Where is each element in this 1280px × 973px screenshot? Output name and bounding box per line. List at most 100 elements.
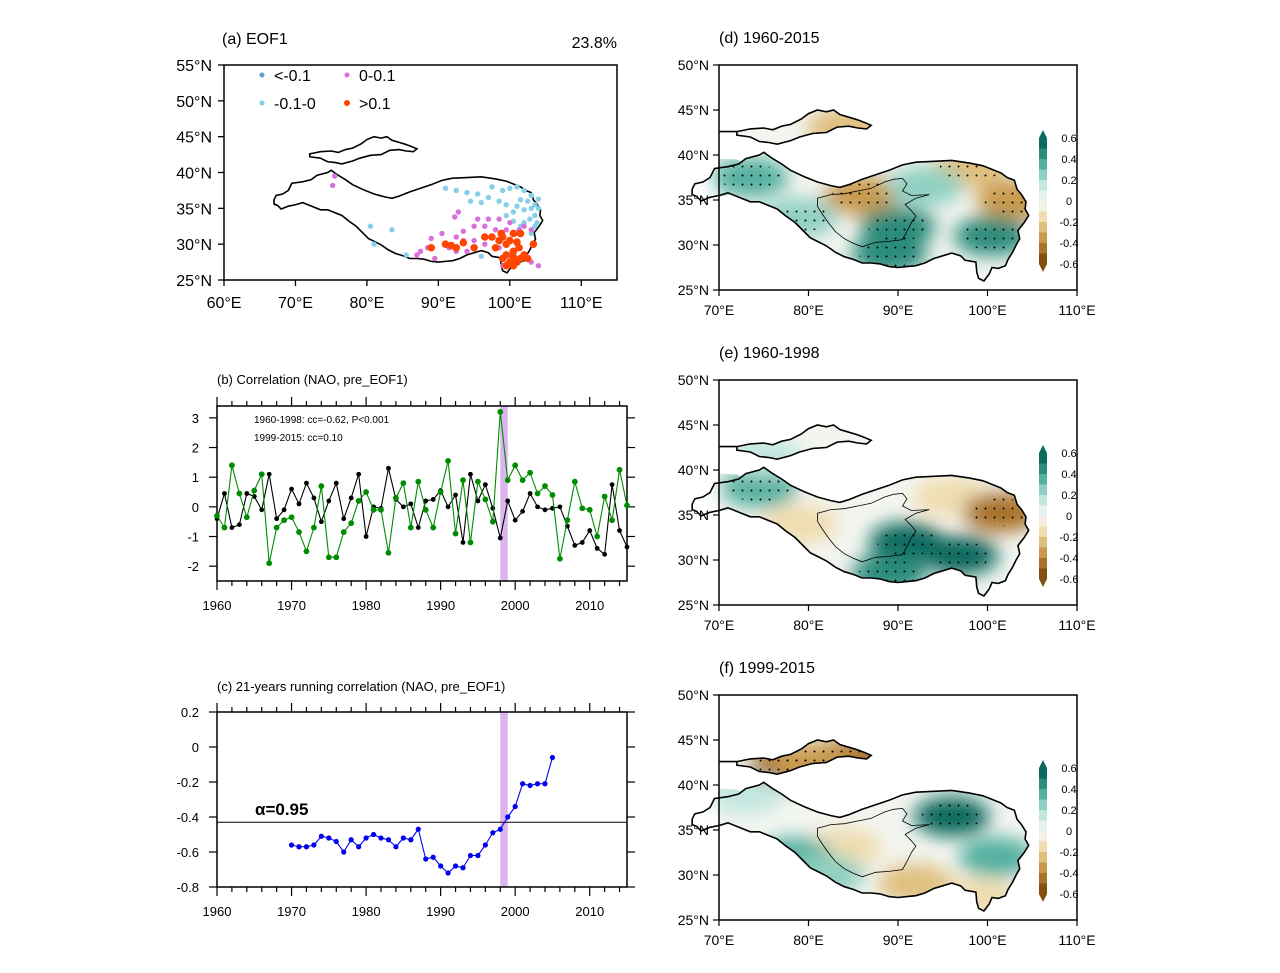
y-tick-label: -0.4 [177,810,199,825]
station-point [452,214,458,220]
y-tick-label: -2 [187,559,199,574]
station-point [528,205,534,212]
colorbar-label: -0.4 [1060,553,1079,565]
colorbar-segment [1039,862,1047,874]
data-point [311,842,317,848]
data-point [616,466,623,473]
station-point [478,253,484,260]
data-point [318,483,325,489]
data-point [288,514,295,521]
data-point [303,844,310,850]
station-point [470,243,478,252]
x-tick-label: 90°E [883,302,914,318]
shaded-field [707,740,1029,911]
data-point [303,548,310,555]
x-tick-label: 110°E [1058,617,1095,633]
panel-a: (a) EOF1 23.8% 60°E 70°E 80°E 90°E 100°E 110°… [176,31,618,312]
data-point [407,524,414,531]
y-tick-label: 30°N [176,237,212,254]
colorbar-segment [1039,831,1047,842]
data-point [489,518,496,525]
y-tick-label: 25°N [678,912,709,928]
y-tick-label: -0.8 [177,880,199,895]
tianshan-outline [736,424,873,461]
data-point [557,555,563,562]
data-point [571,478,578,485]
shaded-field [712,110,1029,281]
y-tick-label: 30°N [678,237,709,253]
station-point [428,235,434,242]
colorbar-arrow-down [1039,579,1047,587]
legend: <-0.1 0-0.1 -0.1-0 >0.1 [259,68,396,113]
data-point [304,480,309,486]
colorbar-label: -0.6 [1060,259,1079,271]
x-tick-label: 100°E [968,302,1006,318]
y-tick-label: 25°N [176,273,212,290]
x-tick-label: 2010 [575,598,604,613]
x-tick-label: 90°E [883,932,914,948]
station-point [455,209,462,215]
station-point [514,184,520,190]
data-point [378,835,384,841]
significance-stipple [876,528,937,556]
data-point [370,506,377,513]
data-point [542,781,548,787]
colorbar-segment [1039,852,1047,863]
colorbar-segment [1039,768,1047,779]
x-tick-label: 80°E [793,302,824,318]
data-point [445,870,451,876]
colorbar-segment [1039,841,1047,853]
data-point [482,496,489,503]
x-tick-label: 100°E [968,932,1006,948]
colorbar-label: -0.2 [1060,217,1079,229]
station-point [535,262,542,269]
data-point [281,517,287,524]
x-tick-label: 1960 [203,598,232,613]
colorbar-segment [1039,159,1047,170]
significance-stipple [832,181,893,210]
data-point [296,501,302,507]
colorbar-arrow-down [1039,264,1047,272]
station-point [509,247,518,256]
data-point [624,502,630,509]
data-point [438,863,444,869]
station-point [492,227,499,233]
significance-stipple [782,748,843,777]
data-point [356,844,362,850]
anomaly-region [958,837,1029,877]
station-point [471,223,477,229]
y-tick-label: 40°N [678,777,709,793]
station-point [534,219,540,226]
station-point [464,248,470,255]
station-point [474,216,481,222]
colorbar: 0.6 0.4 0.2 0 -0.2 -0.4 -0.6 [1039,445,1078,587]
data-point [452,863,459,869]
significance-stipple [868,213,928,241]
x-tick-label: 70°E [704,302,735,318]
panel-a-title: (a) EOF1 [222,31,288,48]
x-tick-label: 1980 [352,598,381,613]
significance-stipple [859,559,920,588]
y-tick-label: 40°N [678,462,709,478]
data-point [229,462,235,469]
data-point [236,522,242,528]
data-point [609,482,615,488]
station-point [509,229,518,238]
data-point [415,826,421,832]
panel-c-title: (c) 21-years running correlation (NAO, p… [217,679,505,694]
panel-a-variance: 23.8% [572,35,617,52]
colorbar-label: -0.2 [1060,532,1079,544]
data-point [512,803,518,810]
station-point [459,238,468,247]
data-point [437,489,444,495]
station-point [507,219,513,226]
data-point [355,498,362,504]
series-line-running-correlation [291,757,553,874]
data-point [452,530,459,537]
x-tick-label: 1980 [352,904,381,919]
colorbar-segment [1039,474,1047,485]
highlight-band [500,406,508,581]
data-point [482,842,488,848]
data-point [505,814,511,820]
